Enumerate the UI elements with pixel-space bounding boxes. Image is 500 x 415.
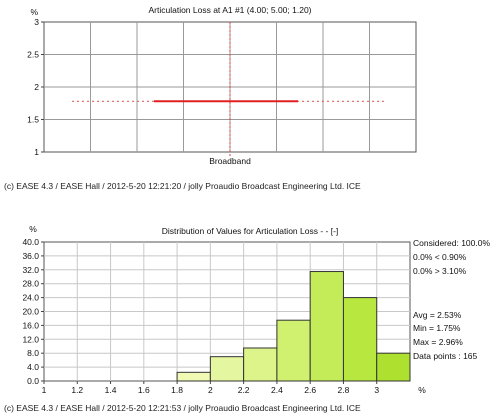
x-tick-label: 2.6 — [304, 385, 316, 395]
x-tick-label: 1.8 — [171, 385, 183, 395]
y-tick-label: 28.0 — [22, 279, 39, 289]
histogram-bar — [209, 356, 245, 382]
y-tick-label: 8.0 — [27, 348, 39, 358]
x-tick-label: 2.8 — [338, 385, 350, 395]
y-tick-label: 20.0 — [22, 307, 39, 317]
chart2-x-unit: % — [418, 385, 426, 395]
y-tick-label: 12.0 — [22, 334, 39, 344]
chart2-title: Distribution of Values for Articulation … — [162, 226, 339, 236]
x-tick-label: 2 — [208, 385, 213, 395]
stat-average: Avg = 2.53% — [413, 310, 462, 320]
x-tick-label: 3 — [374, 385, 379, 395]
bottom-copyright-caption: (c) EASE 4.3 / EASE Hall / 2012-5-20 12:… — [4, 403, 361, 413]
stat-maximum: Max = 2.96% — [413, 337, 463, 347]
histogram-bar — [342, 297, 378, 382]
top-copyright-caption: (c) EASE 4.3 / EASE Hall / 2012-5-20 12:… — [4, 181, 361, 191]
chart1-y-unit: % — [30, 7, 38, 17]
x-tick-label: 1.4 — [105, 385, 117, 395]
y-tick-label: 0.0 — [27, 376, 39, 386]
y-tick-label: 16.0 — [22, 320, 39, 330]
x-tick-label: 2.2 — [238, 385, 250, 395]
histogram-bar — [243, 347, 278, 382]
histogram-bar — [309, 271, 344, 382]
stat-considered: Considered: 100.0% — [413, 238, 491, 248]
y-tick-label: 2.5 — [27, 50, 39, 60]
stat-above-range: 0.0% > 3.10% — [413, 266, 467, 276]
articulation-loss-chart: 1 1.5 2 2.5 3 Articulation Loss at A1 #1 (4.0… — [27, 5, 417, 166]
histogram-bar — [276, 319, 311, 382]
y-tick-label: 3 — [34, 17, 39, 27]
y-tick-label: 4.0 — [27, 362, 39, 372]
stat-minimum: Min = 1.75% — [413, 323, 461, 333]
stat-data-points: Data points : 165 — [413, 351, 478, 361]
x-tick-label: 2.4 — [271, 385, 283, 395]
chart1-x-label: Broadband — [209, 156, 251, 166]
chart1-title: Articulation Loss at A1 #1 (4.00; 5.00; … — [148, 5, 311, 15]
x-tick-label: 1.6 — [138, 385, 150, 395]
histogram-bar — [176, 371, 211, 382]
stat-below-range: 0.0% < 0.90% — [413, 252, 467, 262]
y-tick-label: 32.0 — [22, 265, 39, 275]
y-tick-label: 1 — [34, 147, 39, 157]
x-tick-label: 1 — [42, 385, 47, 395]
histogram-bar — [376, 352, 411, 382]
y-tick-label: 40.0 — [22, 237, 39, 247]
y-tick-label: 36.0 — [22, 251, 39, 261]
y-tick-label: 2 — [34, 82, 39, 92]
y-tick-label: 24.0 — [22, 293, 39, 303]
x-tick-label: 1.2 — [71, 385, 83, 395]
chart2-y-unit: % — [29, 224, 37, 234]
y-tick-label: 1.5 — [27, 115, 39, 125]
